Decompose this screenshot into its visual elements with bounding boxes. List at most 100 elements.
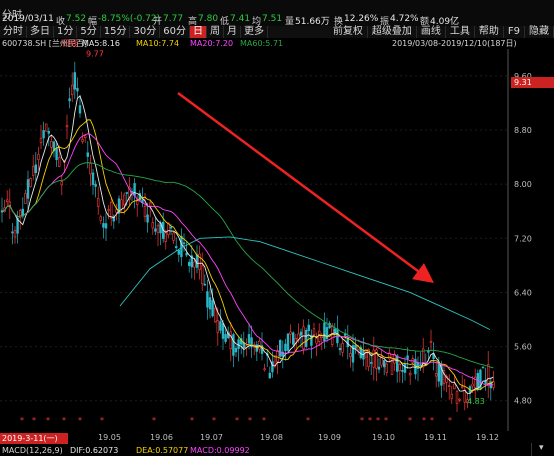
open-label: 开 xyxy=(153,17,163,27)
candle-body xyxy=(354,344,357,349)
period-tab-4[interactable]: 15分 xyxy=(101,26,131,38)
volume-value: 51.66万 xyxy=(295,17,330,27)
period-tab-5[interactable]: 30分 xyxy=(130,26,161,38)
period-tab-0[interactable]: 分时 xyxy=(0,26,27,38)
candle-body xyxy=(104,223,108,229)
candle-body xyxy=(299,331,303,336)
period-tab-7[interactable]: 日 xyxy=(189,26,207,38)
tool-tab-4[interactable]: 帮助 xyxy=(475,26,504,38)
date-tick: 19.07 xyxy=(200,433,223,442)
candle-body xyxy=(60,181,64,186)
moving-average-lines xyxy=(1,95,494,395)
candle-body xyxy=(73,72,77,90)
candle-body xyxy=(286,333,290,351)
candle-body xyxy=(107,209,110,211)
candle-body xyxy=(307,324,310,332)
candle-body xyxy=(312,328,316,336)
ma120-line xyxy=(119,236,491,331)
candle-body xyxy=(351,345,355,363)
candle-body xyxy=(203,283,206,286)
candle-body xyxy=(11,231,14,234)
candle-body xyxy=(128,187,131,200)
candle-body xyxy=(325,327,329,339)
scroll-control[interactable]: ▾ xyxy=(531,443,554,456)
candle-body xyxy=(102,223,105,228)
candle-body xyxy=(55,148,58,161)
candle-body xyxy=(110,202,113,219)
candle-body xyxy=(37,154,40,160)
macd-label[interactable]: MACD(12,26,9) xyxy=(2,446,63,455)
candle-body xyxy=(112,216,116,222)
candle-body xyxy=(208,297,212,310)
period-tab-10[interactable]: 更多 xyxy=(241,26,268,38)
candle-body xyxy=(34,164,38,174)
date-tick: 19.10 xyxy=(372,433,395,442)
tool-tab-2[interactable]: 画线 xyxy=(417,26,446,38)
signal-star: * xyxy=(32,416,36,425)
tool-tab-6[interactable]: 隐藏 xyxy=(525,26,554,38)
candle-body xyxy=(146,214,149,223)
signal-star: * xyxy=(430,416,434,425)
period-tab-3[interactable]: 5分 xyxy=(77,26,101,38)
candle-body xyxy=(486,364,490,386)
tool-tab-0[interactable]: 前复权 xyxy=(329,26,368,38)
candle-body xyxy=(182,242,186,245)
candle-body xyxy=(84,135,87,138)
candle-body xyxy=(214,307,217,323)
candle-body xyxy=(388,352,391,359)
tool-tab-3[interactable]: 工具 xyxy=(446,26,475,38)
volume-label: 量 xyxy=(285,17,295,27)
period-tab-6[interactable]: 60分 xyxy=(160,26,190,38)
candle-body xyxy=(377,366,381,370)
candle-body xyxy=(16,218,19,234)
candlestick-chart[interactable]: 9.608.808.007.206.405.604.80 * * * * * * * * * * *… xyxy=(0,49,554,431)
signal-star: * xyxy=(408,416,412,425)
candle-body xyxy=(71,84,74,95)
macd-legend-bar: MACD(12,26,9) DIF:0.62073 DEA:0.57077 MA… xyxy=(0,445,554,456)
date-tick: 19.05 xyxy=(98,433,121,442)
tool-tabs: 前复权 超级叠加 画线 工具 帮助 F9 隐藏 xyxy=(329,26,554,38)
candle-body xyxy=(276,350,279,363)
stock-code[interactable]: 600738.SH [兰州民百] xyxy=(2,39,87,48)
candle-body xyxy=(44,123,48,132)
period-tab-8[interactable]: 周 xyxy=(207,26,224,38)
candle-body xyxy=(333,328,336,334)
candle-body xyxy=(115,209,118,213)
candle-body xyxy=(221,323,225,339)
candle-body xyxy=(281,351,284,357)
candle-body xyxy=(466,399,469,404)
period-tab-1[interactable]: 多日 xyxy=(27,26,54,38)
candle-body xyxy=(479,369,482,389)
candle-body xyxy=(278,340,282,357)
avg-label: 均 xyxy=(252,17,262,27)
signal-star: * xyxy=(152,416,156,425)
period-tab-9[interactable]: 月 xyxy=(224,26,241,38)
candle-body xyxy=(91,172,95,185)
period-tab-2[interactable]: 1分 xyxy=(54,26,78,38)
candle-body xyxy=(68,98,71,102)
candle-body xyxy=(484,379,487,385)
low-label: 低 xyxy=(220,17,230,27)
candle-body xyxy=(250,337,253,348)
signal-star: * xyxy=(46,416,50,425)
period-name: 日线 xyxy=(62,39,78,48)
candle-body xyxy=(29,178,32,188)
candle-body xyxy=(369,362,373,364)
tool-tab-5[interactable]: F9 xyxy=(504,26,525,38)
price-tick: 5.60 xyxy=(514,343,532,352)
candle-body xyxy=(156,225,160,234)
quote-info-bar: 分时 2019/03/11 收 7.52 幅 -8.75%(-0.72) 开 7… xyxy=(0,0,554,27)
change-value: -8.75%(-0.72) xyxy=(98,14,161,24)
candle-body xyxy=(284,343,287,352)
candle-body xyxy=(172,232,175,241)
tool-tab-1[interactable]: 超级叠加 xyxy=(368,26,417,38)
signal-star: * xyxy=(262,416,266,425)
time-share-label[interactable]: 分时 xyxy=(2,10,22,21)
ma10-line xyxy=(1,119,494,392)
candle-body xyxy=(323,322,326,342)
candle-body xyxy=(24,193,27,204)
macd-dea: DEA:0.57077 xyxy=(136,446,189,455)
candle-body xyxy=(99,216,103,221)
signal-star: * xyxy=(360,416,364,425)
signal-star: * xyxy=(78,416,82,425)
